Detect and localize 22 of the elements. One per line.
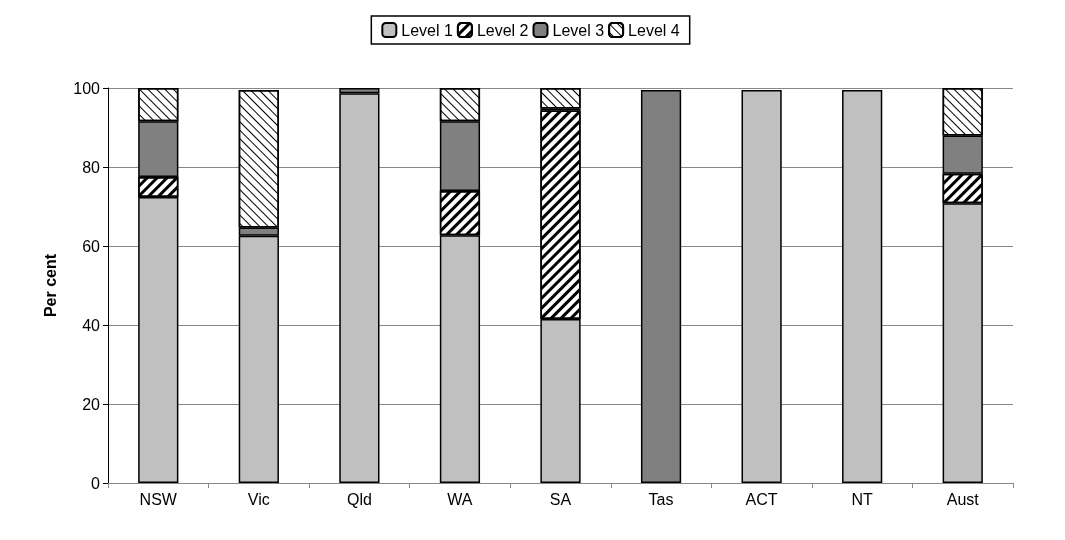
legend-label: Level 1 [401, 21, 454, 39]
x-tick-label: Qld [346, 490, 372, 508]
x-tick-label: Vic [247, 490, 270, 508]
y-tick-label: 20 [82, 395, 101, 413]
y-tick-label: 60 [82, 237, 101, 255]
y-tick-label: 40 [82, 316, 101, 334]
x-tick-label: WA [447, 490, 473, 508]
x-tick-label: Tas [648, 490, 674, 508]
y-axis-title: Per cent [41, 253, 59, 318]
bar [842, 89, 883, 483]
legend-label: Level 4 [628, 21, 680, 39]
x-tick-label: NT [851, 490, 874, 508]
y-tick-label: 80 [82, 158, 101, 176]
legend-label: Level 3 [552, 21, 605, 39]
legend-label: Level 2 [476, 21, 529, 39]
x-tick-label: SA [549, 490, 572, 508]
y-tick-label: 0 [91, 474, 101, 492]
x-tick-label: ACT [745, 490, 778, 508]
y-tick-label: 100 [73, 79, 101, 97]
bar [741, 89, 782, 483]
x-tick-label: Aust [946, 490, 980, 508]
x-tick-label: NSW [139, 490, 178, 508]
